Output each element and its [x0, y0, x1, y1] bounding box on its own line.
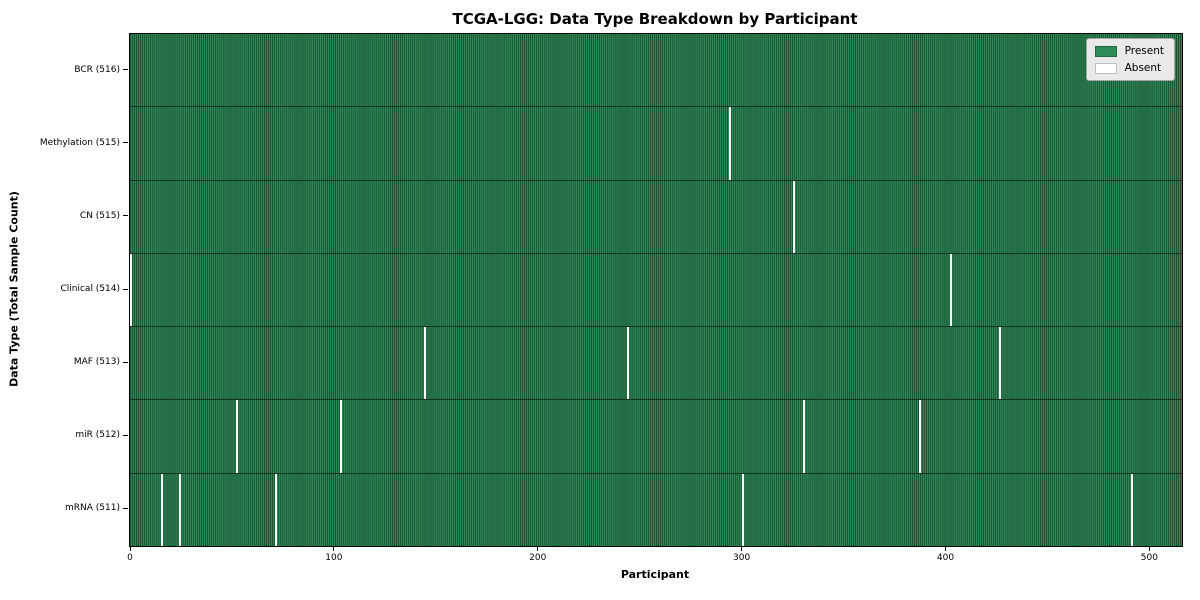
x-tick-label-100: 100 [325, 553, 343, 563]
x-tick-mark [741, 547, 743, 551]
y-tick-label-methylation: Methylation (515) [39, 137, 120, 148]
absent-marker [919, 400, 922, 473]
heatmap-row-bcr [130, 34, 1182, 108]
x-tick-mark [1148, 547, 1150, 551]
y-tick-mark [123, 507, 128, 509]
legend-label: Absent [1124, 62, 1162, 74]
y-tick-label-maf: MAF (513) [73, 357, 120, 368]
legend-item-present: Present [1094, 45, 1164, 57]
plot-area [129, 33, 1183, 547]
absent-marker [423, 327, 426, 400]
absent-marker [998, 327, 1001, 400]
heatmap-row-mrna [130, 473, 1182, 546]
heatmap-row-clinical [130, 253, 1182, 328]
y-tick-mark [123, 434, 128, 436]
absent-marker [741, 473, 744, 546]
y-tick-label-bcr: BCR (516) [74, 64, 120, 75]
absent-marker [792, 180, 795, 253]
chart-title: TCGA-LGG: Data Type Breakdown by Partici… [452, 10, 858, 28]
x-tick-label-300: 300 [733, 553, 751, 563]
legend: Present Absent [1085, 38, 1175, 81]
absent-marker [274, 473, 277, 546]
absent-marker [1131, 473, 1134, 546]
y-tick-label-mrna: mRNA (511) [65, 503, 120, 514]
x-tick-label-500: 500 [1140, 553, 1158, 563]
absent-marker [802, 400, 805, 473]
y-tick-label-cn: CN (515) [79, 210, 120, 221]
x-tick-mark [537, 547, 539, 551]
y-tick-mark [123, 288, 128, 290]
x-tick-label-200: 200 [529, 553, 547, 563]
legend-swatch-present [1094, 45, 1117, 57]
legend-swatch-absent [1094, 62, 1117, 74]
heatmap-row-cn [130, 180, 1182, 254]
heatmap-row-maf [130, 327, 1182, 401]
x-tick-mark [129, 547, 131, 551]
y-tick-mark [123, 361, 128, 363]
y-tick-mark [123, 215, 128, 217]
absent-marker [729, 107, 732, 180]
x-tick-mark [333, 547, 335, 551]
heatmap-row-methylation [130, 107, 1182, 181]
legend-label: Present [1124, 45, 1164, 57]
x-tick-label-400: 400 [936, 553, 955, 563]
legend-item-absent: Absent [1094, 62, 1164, 74]
y-tick-mark [123, 142, 128, 144]
absent-marker [236, 400, 239, 473]
y-tick-mark [123, 69, 128, 71]
x-tick-label-0: 0 [127, 553, 133, 563]
absent-marker [178, 473, 181, 546]
absent-marker [130, 253, 133, 327]
absent-marker [160, 473, 163, 546]
y-tick-label-mir: miR (512) [75, 430, 120, 441]
absent-marker [627, 327, 630, 400]
absent-marker [949, 253, 952, 327]
heatmap-row-mir [130, 400, 1182, 474]
y-tick-label-clinical: Clinical (514) [60, 284, 120, 294]
x-axis-label: Participant [620, 568, 690, 581]
absent-marker [339, 400, 343, 473]
x-tick-mark [945, 547, 947, 551]
